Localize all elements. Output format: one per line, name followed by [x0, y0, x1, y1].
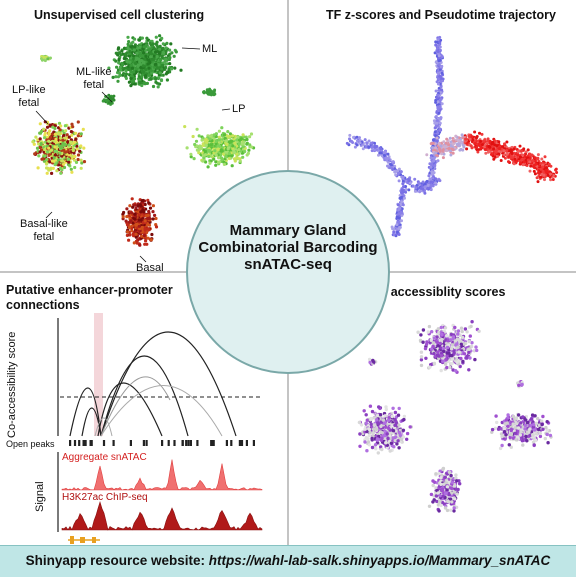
coaccessibility-axis-label: Co-accessibility score — [6, 298, 20, 438]
aggregate-snatac-track — [62, 460, 262, 490]
connection-arc-weak — [101, 386, 222, 437]
aggregate-snatac-label: Aggregate snATAC — [62, 452, 147, 463]
footer-text: Shinyapp resource website: https://wahl-… — [0, 553, 576, 568]
signal-axis-label: Signal — [34, 481, 47, 512]
label-ml: ML — [202, 43, 217, 56]
label-lp-like-fetal: LP-like fetal — [12, 84, 46, 110]
open-peaks-label: Open peaks — [6, 438, 55, 451]
label-basal-like-fetal: Basal-like fetal — [20, 218, 68, 244]
label-lp: LP — [232, 103, 245, 116]
connection-arc — [101, 356, 188, 436]
pseudotime-title: TF z-scores and Pseudotime trajectory — [326, 8, 556, 22]
gene-accessibility-scatter — [358, 320, 553, 513]
open-peaks-track — [69, 440, 255, 446]
connection-arc — [98, 383, 162, 436]
h3k27ac-track — [62, 502, 262, 530]
pseudotime-scatter — [346, 36, 558, 237]
clustering-title: Unsupervised cell clustering — [34, 8, 204, 22]
footer-bar: Shinyapp resource website: https://wahl-… — [0, 545, 576, 577]
connection-arc — [101, 332, 236, 436]
label-basal: Basal — [136, 262, 164, 275]
label-ml-like-fetal: ML-like fetal — [76, 66, 111, 92]
gene-model — [68, 536, 100, 544]
enhancer-title: Putative enhancer-promoter connections — [6, 283, 173, 313]
footer-prefix: Shinyapp resource website: — [26, 553, 209, 568]
h3k27ac-label: H3K27ac ChIP-seq — [62, 492, 148, 503]
footer-url-link[interactable]: https://wahl-lab-salk.shinyapps.io/Mamma… — [209, 553, 551, 568]
center-title: Mammary Gland Combinatorial Barcoding sn… — [186, 222, 390, 273]
